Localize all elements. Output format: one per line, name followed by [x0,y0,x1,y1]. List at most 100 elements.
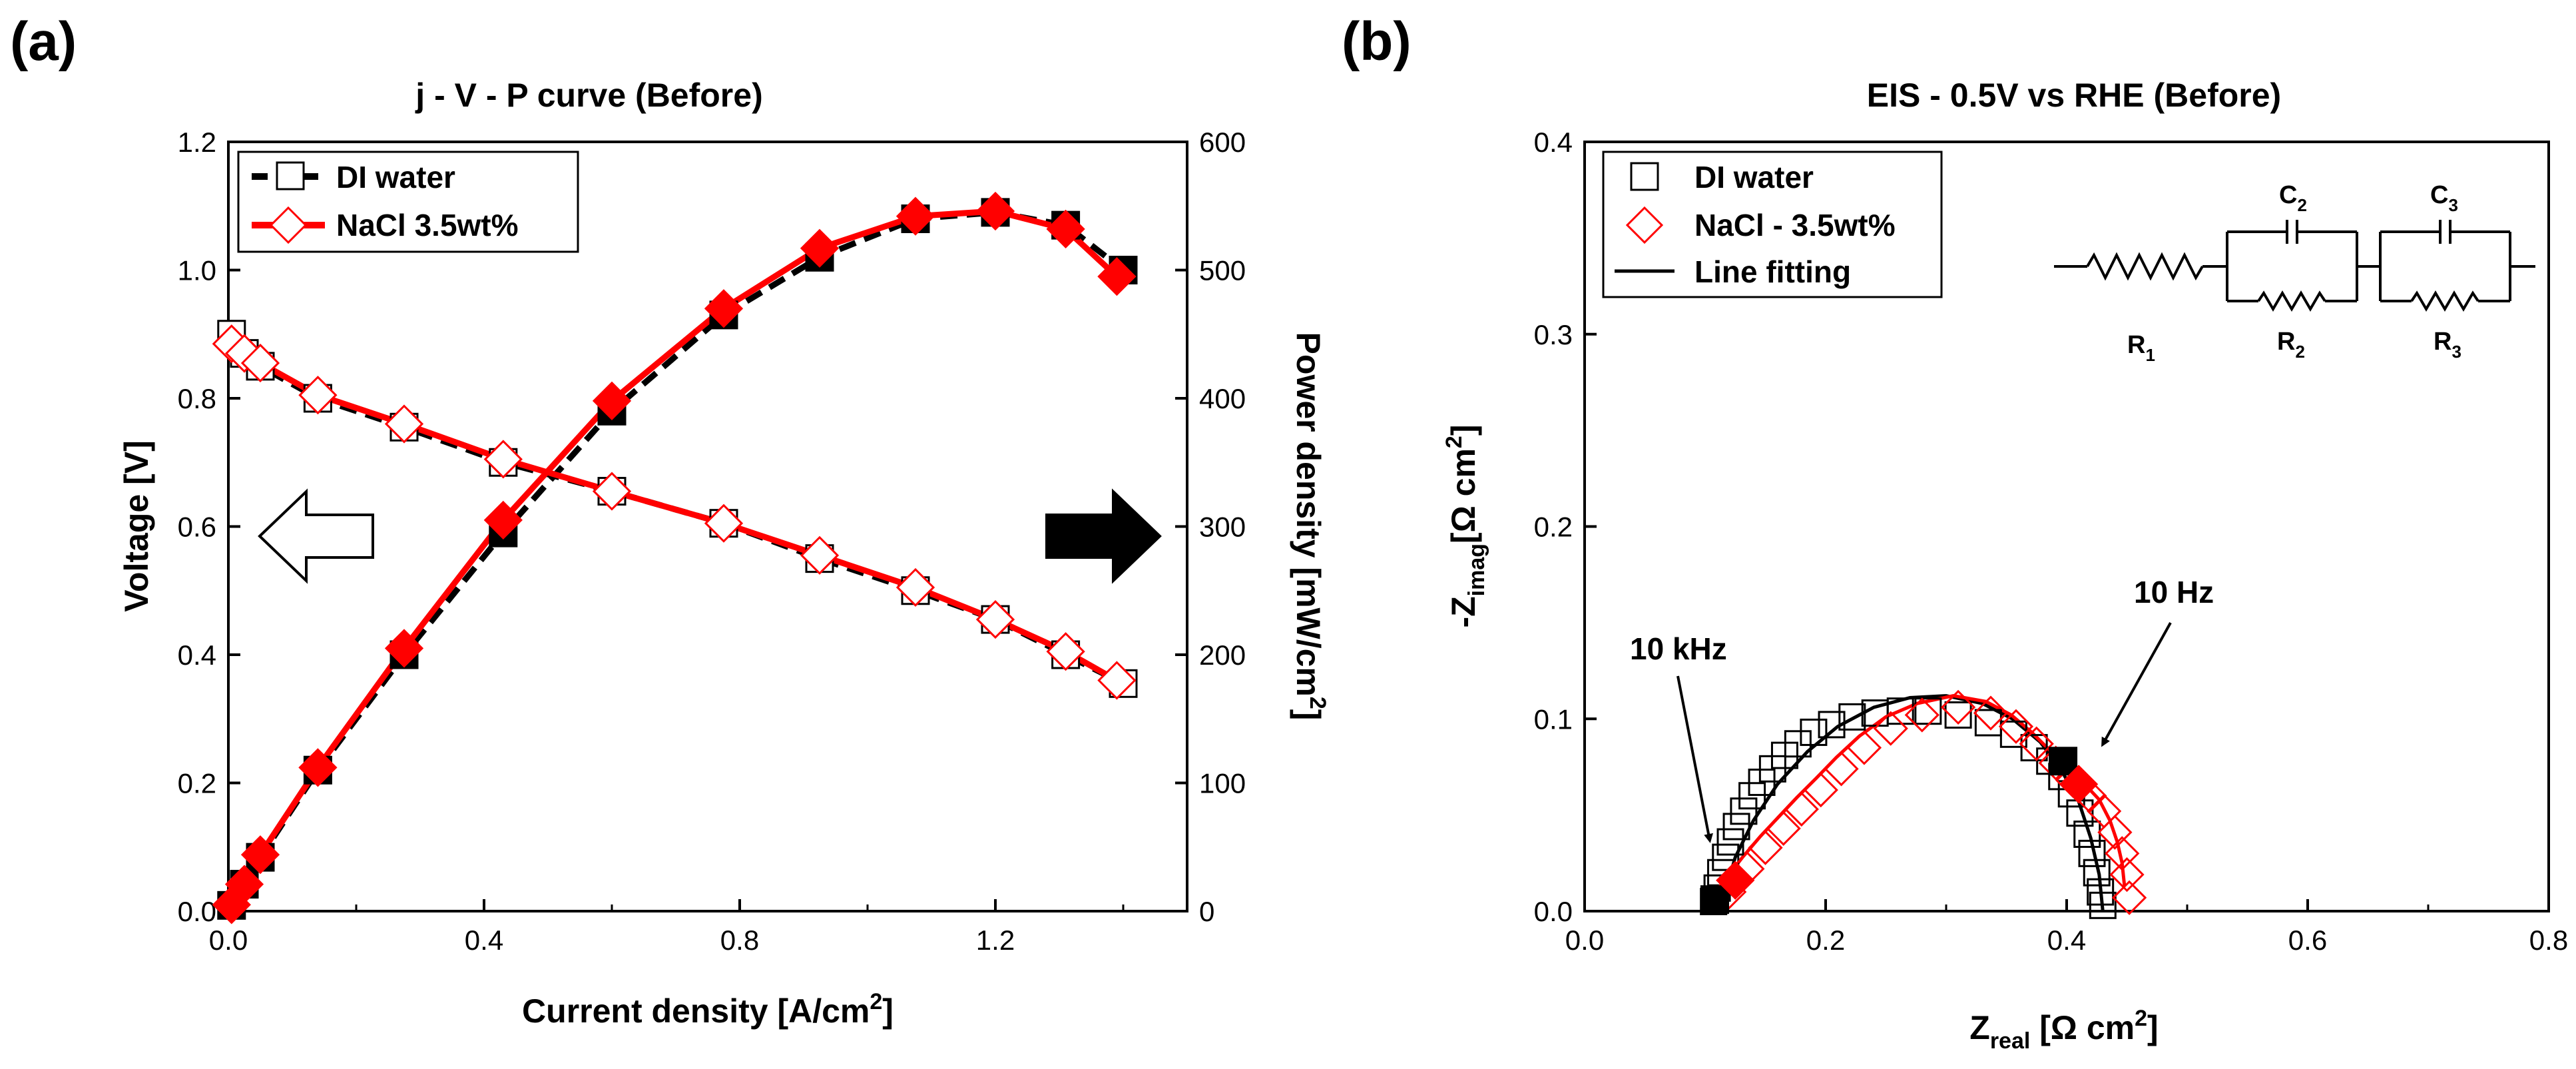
nacl-power-point [896,196,935,236]
a-y2tick-label-100: 100 [1199,768,1246,799]
a-y2tick-label-600: 600 [1199,127,1246,158]
a-y2tick-label-0: 0 [1199,896,1214,927]
di-water-eis-point [1944,701,1972,729]
legend-label-di-water: DI water [336,160,455,194]
nacl-power-point [240,835,280,875]
equivalent-circuit [2054,220,2535,312]
panel-b-xlabel-end: ] [2147,1009,2159,1046]
legend-label-nacl: NaCl 3.5wt% [336,208,519,242]
circuit-label-r3: R3 [2434,328,2461,362]
nacl-power-point [298,748,338,787]
panel-b-title: EIS - 0.5V vs RHE (Before) [1867,77,2281,114]
panel-b-ylabel-sup: 2 [1441,436,1467,448]
di-water-eis-highlight [1700,885,1729,914]
a-ytick-label-0.8: 0.8 [178,383,216,414]
b-xtick-label-0.0: 0.0 [1565,924,1604,956]
nacl-voltage-point [483,440,523,479]
b-xtick-label-0.2: 0.2 [1806,924,1845,956]
nacl-eis-point [1973,695,2009,731]
nacl-power-point [384,629,424,668]
nacl-eis-point [2105,836,2140,871]
annotation-10khz: 10 kHz [1630,631,1727,666]
nacl-voltage-point [240,343,280,383]
nacl-eis-point [1784,791,1819,827]
b-ytick-label-0.0: 0.0 [1534,896,1573,927]
voltage-axis-arrow [258,488,374,584]
di-water-power-line [228,209,1125,907]
nacl-eis-point [1998,709,2034,744]
nacl-eis-point [1748,830,1783,865]
panel-b-xlabel-unit: [Ω cm [2030,1009,2135,1046]
a-xtick-label-0.4: 0.4 [465,924,503,956]
di-water-eis-point [1730,797,1758,825]
legend-marker-di-water [276,161,305,190]
nacl-eis-point [1846,730,1882,765]
panel-a-data [212,191,1138,924]
panel-b-xlabel-sup: 2 [2135,1006,2147,1031]
nacl-voltage-point [704,504,744,543]
nacl-voltage-point [975,599,1015,639]
di-water-eis-point [2078,839,2106,867]
panel-a-ylabel: Voltage [V] [118,440,155,611]
legend-marker-nacl-b [1625,206,1664,244]
a-ytick-label-0.0: 0.0 [178,896,216,927]
di-water-eis-point [2083,859,2111,887]
panel-b-ylabel-end: ] [1445,424,1482,436]
nacl-power-point [704,289,744,328]
panel-b-xlabel: Zreal [Ω cm2] [1969,1006,2158,1054]
panel-a-title: j - V - P curve (Before) [415,77,762,114]
legend-label-nacl-b: NaCl - 3.5wt% [1694,208,1896,242]
di-water-eis-point [1712,843,1740,871]
nacl-voltage-point [298,376,338,415]
panel-a-xlabel-main: Current density [A/cm [522,992,870,1030]
panel-b-data [1700,689,2147,919]
nacl-power-point [800,228,840,268]
nacl-eis-point [1766,811,1801,846]
panel-a-legend: DI water NaCl 3.5wt% [237,151,579,253]
di-water-eis-point [1838,703,1866,731]
resistor-r1 [2086,252,2204,281]
nacl-power-point [975,191,1015,231]
legend-marker-nacl [269,206,308,244]
circuit-label-c3: C3 [2430,181,2458,215]
a-y2tick-label-200: 200 [1199,639,1246,671]
panel-b-ylabel: -Zimag[Ω cm2] [1441,424,1489,627]
a-ytick-label-0.2: 0.2 [178,768,216,799]
a-y2tick-label-300: 300 [1199,512,1246,543]
legend-label-di-water-b: DI water [1694,160,1814,194]
nacl-voltage-point [384,404,424,444]
a-ytick-label-0.6: 0.6 [178,512,216,543]
panel-a-y2label-main: Power density [mW/cm [1290,332,1327,697]
resistor-r3 [2410,290,2479,312]
nacl-eis-point [1873,711,1908,746]
circuit-label-c2: C2 [2279,181,2307,215]
di-water-eis-point [1818,711,1846,739]
a-y2tick-label-400: 400 [1199,383,1246,414]
legend-marker-di-water-b [1630,162,1659,191]
a-ytick-label-1.2: 1.2 [178,127,216,158]
panel-b-xlabel-sub: real [1990,1028,2031,1054]
a-xtick-label-0.8: 0.8 [720,924,759,956]
panel-b-legend: DI water NaCl - 3.5wt% Line fitting [1602,151,1943,298]
nacl-eis-point [2109,857,2145,892]
nacl-eis-point [2019,726,2054,761]
panel-a-y2label-sup: 2 [1305,697,1330,709]
panel-a-xlabel-end: ] [882,992,894,1030]
di-water-eis-point [1716,828,1744,856]
b-ytick-label-0.3: 0.3 [1534,319,1573,350]
annotation-10hz: 10 Hz [2134,575,2214,609]
nacl-eis-highlight [1716,861,1755,900]
nacl-eis-highlight [2059,765,2099,804]
b-xtick-label-0.8: 0.8 [2529,924,2568,956]
resistor-r2 [2257,290,2326,312]
a-xtick-label-0.0: 0.0 [209,924,248,956]
annotation-10hz-arrow [2101,622,2172,747]
panel-a-y2label-end: ] [1290,709,1327,721]
nacl-voltage-point [592,472,632,511]
di-water-eis-point [1784,730,1812,758]
panel-a: (a) j - V - P curve (Before) 0.0 0.4 0.8 1.… [10,11,1330,1030]
nacl-voltage-point [1097,661,1137,700]
a-xtick-label-1.2: 1.2 [976,924,1015,956]
nacl-eis-point [2111,880,2147,915]
